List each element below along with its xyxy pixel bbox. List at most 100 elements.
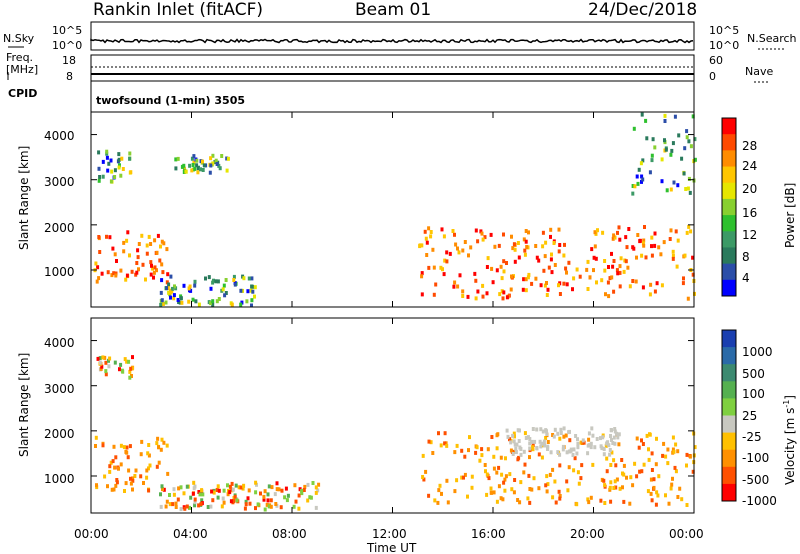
velocity-scatter-cell [553,479,557,484]
power-scatter-cell [247,276,251,281]
power-scatter-cell [113,168,117,173]
velocity-scatter-cell [124,481,128,486]
power-colorbar-swatch [722,279,736,297]
power-scatter-cell [136,248,140,253]
velocity-scatter-cell [489,490,493,495]
velocity-scatter-cell [108,469,112,474]
velocity-scatter-cell [595,437,599,441]
velocity-scatter-cell [123,489,126,493]
power-scatter-cell [481,283,485,288]
nsearch-label: N.Search [747,32,797,45]
velocity-scatter-cell [446,500,450,505]
power-scatter-cell [97,150,101,155]
velocity-scatter-cell [233,494,237,499]
velocity-scatter-cell [269,504,273,509]
power-scatter-cell [501,296,505,301]
power-scatter-cell [549,227,553,232]
power-scatter-cell [601,230,605,235]
power-scatter-cell [431,247,435,252]
velocity-scatter-cell [263,507,267,512]
power-scatter-cell [149,242,153,246]
velocity-scatter-cell [228,490,232,495]
velocity-scatter-cell [511,452,515,456]
velocity-scatter-cell [612,435,616,440]
velocity-scatter-cell [174,501,178,506]
power-scatter-cell [441,267,444,272]
power-scatter-cell [680,156,684,161]
power-scatter-cell [207,275,211,280]
power-scatter-cell [502,269,506,274]
velocity-scatter-cell [112,487,116,492]
power-scatter-cell [160,262,164,267]
velocity-scatter-cell [669,486,673,491]
velocity-scatter-cell [540,455,544,460]
velocity-scatter-cell [569,447,573,452]
power-scatter-cell [610,251,613,256]
velocity-scatter-cell [558,452,562,457]
power-scatter-cell [637,167,641,172]
power-scatter-cell [144,277,147,282]
power-scatter-cell [558,292,562,296]
power-scatter-cell [226,156,230,161]
power-scatter-cell [456,284,460,289]
power-scatter-cell [618,237,622,242]
power-scatter-cell [546,287,550,292]
power-scatter-cell [106,168,110,173]
power-scatter-cell [193,279,197,284]
velocity-scatter-cell [478,458,482,463]
power-scatter-cell [479,229,483,234]
velocity-colorbar-swatch [722,347,736,365]
velocity-scatter-cell [269,498,273,503]
power-scatter-cell [145,243,149,248]
power-scatter-cell [161,302,165,306]
power-scatter-cell [176,156,180,161]
power-scatter-cell [160,278,164,283]
power-scatter-cell [585,267,589,272]
power-scatter-cell [640,253,644,258]
velocity-scatter-cell [613,479,617,484]
velocity-scatter-cell [609,434,612,438]
power-scatter-cell [209,301,213,306]
power-scatter-cell [513,259,517,264]
power-scatter-cell [97,235,101,239]
power-scatter-cell [452,284,456,289]
velocity-scatter-cell [262,497,266,502]
velocity-scatter-cell [114,455,118,460]
velocity-scatter-cell [535,446,539,451]
velocity-scatter-cell [638,469,642,474]
velocity-scatter-cell [565,450,569,455]
velocity-cbar-tick-neg25: -25 [742,430,762,444]
power-scatter-cell [113,175,117,179]
power-scatter-cell [489,232,493,237]
velocity-scatter-cell [573,456,577,461]
velocity-scatter-cell [545,432,549,436]
power-scatter-cell [648,292,652,297]
velocity-scatter-cell [586,497,590,502]
power-scatter-cell [622,269,626,274]
velocity-scatter-cell [641,442,645,446]
power-scatter-cell [657,245,661,250]
velocity-scatter-cell [559,427,563,432]
power-scatter-cell [250,303,253,308]
power-scatter-cell [159,244,162,249]
velocity-scatter-cell [174,505,178,509]
velocity-scatter-cell [589,441,593,446]
velocity-scatter-cell [546,482,550,487]
velocity-scatter-cell [609,480,613,485]
power-scatter-cell [616,271,620,276]
velocity-scatter-cell [611,441,615,445]
power-scatter-cell [191,163,195,167]
velocity-scatter-cell [528,441,532,446]
power-scatter-cell [211,280,215,285]
power-scatter-cell [115,259,118,263]
velocity-scatter-cell [516,457,520,462]
velocity-scatter-cell [514,450,518,455]
power-scatter-cell [616,230,619,235]
power-scatter-cell [114,273,118,278]
power-scatter-cell [643,225,646,229]
velocity-scatter-cell [480,453,484,458]
velocity-scatter-cell [155,464,159,469]
velocity-scatter-cell [599,498,603,503]
velocity-scatter-cell [259,491,262,496]
velocity-scatter-cell [503,488,507,493]
